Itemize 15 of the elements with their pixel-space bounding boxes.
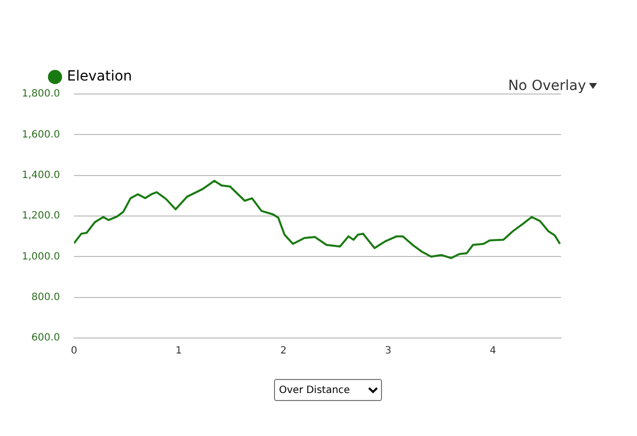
text: Over Distance [274, 379, 382, 401]
y-tick-label: 1,000.0 [22, 251, 60, 262]
x-tick-label: 1 [176, 346, 182, 357]
y-tick-label: 600.0 [31, 332, 60, 344]
y-tick-label: 1,400.0 [22, 170, 60, 181]
y-tick-label: 800.0 [31, 292, 60, 303]
x-tick-label: 0 [70, 346, 78, 357]
annotation: No Overlay [508, 78, 586, 94]
x-tick-label: 3 [385, 346, 392, 357]
x-tick-label: 4 [490, 346, 496, 357]
legend-label: Elevation [67, 68, 132, 85]
x-tick-label: 2 [280, 346, 287, 357]
y-tick-label: 1,200.0 [22, 210, 60, 222]
y-tick-label: 1,800.0 [22, 88, 60, 100]
y-tick-label: 1,600.0 [22, 129, 60, 140]
